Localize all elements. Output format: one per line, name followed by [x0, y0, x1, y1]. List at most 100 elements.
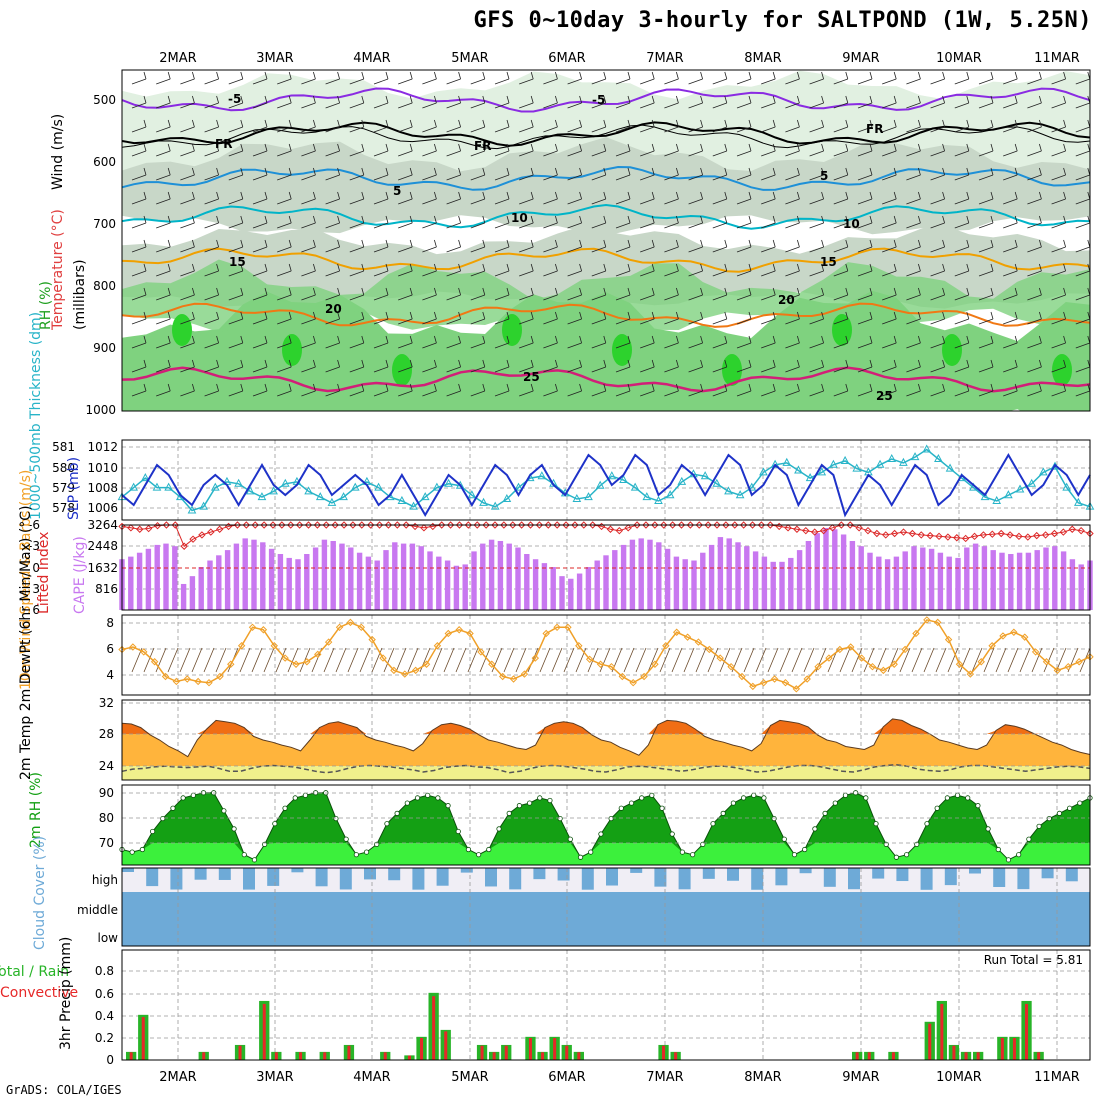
- date-label-top: 8MAR: [744, 51, 781, 66]
- wind-barb-flag: [1014, 167, 1018, 176]
- wind-barb: [422, 222, 437, 229]
- wind-barb-flag: [167, 215, 171, 224]
- cape-tick-label: 3264: [87, 518, 118, 532]
- wind-barb: [349, 78, 364, 85]
- dew-band: [122, 766, 1090, 780]
- wind-barb: [688, 126, 703, 133]
- rh-point: [934, 805, 940, 811]
- high-cloud-bar: [920, 868, 933, 890]
- surface-wind-barb: [527, 647, 539, 673]
- wind-barb-flag: [966, 263, 970, 272]
- wind-barb: [131, 126, 147, 133]
- wind-barb: [857, 318, 873, 325]
- wind-barb-flag: [1087, 71, 1090, 80]
- thickness-point: [817, 467, 827, 476]
- wind-barb-flag: [337, 167, 340, 176]
- cape-bar: [251, 539, 257, 610]
- wind-barb-flag: [434, 359, 437, 368]
- wind-barb: [615, 246, 631, 253]
- rh-point: [353, 852, 359, 858]
- wind-barb: [882, 246, 897, 253]
- lifted-index-point: [615, 526, 624, 535]
- wind-barb-flag: [482, 287, 486, 296]
- convective-bar: [262, 1003, 266, 1060]
- thickness-point: [759, 467, 768, 476]
- wind-barb: [664, 390, 679, 397]
- wind-barb: [543, 270, 558, 277]
- rh-point: [1016, 852, 1022, 858]
- high-cloud-bar: [412, 868, 425, 890]
- wind-barb-flag: [1063, 119, 1066, 128]
- lifted-index-point: [322, 521, 330, 529]
- wind-barb: [640, 342, 655, 349]
- wind-barb-flag: [555, 167, 558, 176]
- wind-barb-flag: [1039, 215, 1042, 224]
- convective-bar: [867, 1052, 871, 1060]
- wind-barb: [954, 318, 969, 325]
- top-date-axis: 2MAR 3MAR 4MAR 5MAR 6MAR 7MAR 8MAR 9MAR 10MAR 11M…: [159, 51, 1080, 66]
- rh-point: [445, 803, 451, 809]
- cape-bar: [832, 529, 838, 610]
- wind-barb: [131, 246, 147, 253]
- cape-bar: [1008, 554, 1014, 610]
- wind-barb-flag: [603, 215, 607, 224]
- rh-point: [476, 852, 482, 858]
- wind-barb-flag: [1014, 263, 1018, 272]
- cape-bar: [612, 550, 618, 610]
- isotherm-label-fr: FR: [215, 137, 232, 151]
- wind-barb: [494, 270, 510, 277]
- cape-bar: [304, 554, 310, 610]
- lifted-index-point: [606, 525, 615, 533]
- rh-point: [394, 810, 400, 816]
- wind-barb-flag: [966, 119, 970, 128]
- wind-barb: [228, 390, 243, 397]
- wind-barb: [809, 366, 824, 373]
- wind-barb: [785, 126, 800, 133]
- wind-barb: [1027, 342, 1042, 349]
- wind-barb: [978, 390, 994, 397]
- lifted-index-point: [331, 521, 339, 529]
- wind-barb-flag: [555, 287, 558, 296]
- wind-barb: [156, 366, 171, 373]
- wind-barb-flag: [748, 71, 752, 80]
- wind-barb-flag: [313, 359, 316, 368]
- wind-barb: [277, 126, 292, 133]
- cape-bar: [541, 563, 548, 610]
- wind-speed-point: [988, 642, 996, 650]
- wind-barb-flag: [216, 71, 219, 80]
- wind-barb-flag: [603, 191, 607, 200]
- surface-wind-barb: [779, 647, 791, 673]
- wind-barb: [204, 126, 219, 133]
- wind-barb: [978, 366, 994, 373]
- wind-barb: [567, 270, 582, 277]
- wind-barb: [1003, 342, 1018, 349]
- wind-barb-flag: [651, 143, 655, 152]
- wind-barb-flag: [869, 143, 873, 152]
- wind-barb: [1027, 78, 1042, 85]
- wind-barb: [857, 246, 873, 253]
- wind-barb: [833, 390, 848, 397]
- wind-speed-point: [477, 648, 485, 656]
- wind-barb: [857, 102, 873, 109]
- wind-barb: [1003, 150, 1018, 157]
- wind-barb: [978, 222, 994, 229]
- rh-point: [659, 805, 665, 811]
- wind-barb: [252, 294, 268, 301]
- wind-barb-flag: [192, 215, 195, 224]
- lifted-index-point: [189, 535, 197, 543]
- wind-barb: [882, 126, 897, 133]
- wind-barb-flag: [458, 335, 461, 344]
- wind-barb-flag: [458, 383, 461, 392]
- wind-barb: [446, 294, 461, 301]
- wind-barb-flag: [893, 71, 897, 80]
- wind-barb-flag: [845, 119, 849, 128]
- wind-barb: [761, 366, 776, 373]
- wind-barb: [664, 366, 679, 373]
- rh-point: [547, 797, 553, 804]
- wind-barb: [422, 174, 437, 181]
- wind-barb: [252, 342, 268, 349]
- thickness-point: [677, 476, 687, 485]
- wind-barb-flag: [458, 167, 461, 176]
- cape-bar: [136, 552, 143, 610]
